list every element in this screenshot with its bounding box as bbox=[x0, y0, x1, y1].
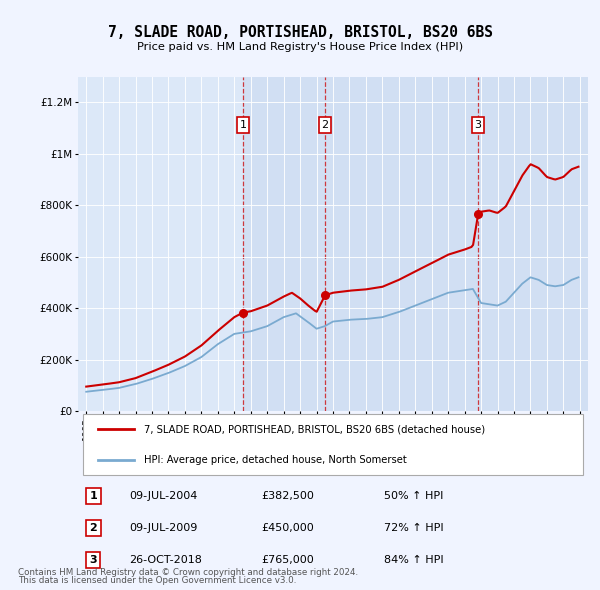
Text: 72% ↑ HPI: 72% ↑ HPI bbox=[384, 523, 443, 533]
Text: 50% ↑ HPI: 50% ↑ HPI bbox=[384, 491, 443, 501]
Text: 2: 2 bbox=[322, 120, 329, 130]
Text: 7, SLADE ROAD, PORTISHEAD, BRISTOL, BS20 6BS (detached house): 7, SLADE ROAD, PORTISHEAD, BRISTOL, BS20… bbox=[145, 424, 485, 434]
Text: 09-JUL-2004: 09-JUL-2004 bbox=[129, 491, 197, 501]
Text: 3: 3 bbox=[475, 120, 482, 130]
Text: Contains HM Land Registry data © Crown copyright and database right 2024.: Contains HM Land Registry data © Crown c… bbox=[18, 568, 358, 577]
Text: 84% ↑ HPI: 84% ↑ HPI bbox=[384, 555, 443, 565]
Text: 1: 1 bbox=[89, 491, 97, 501]
Text: 7, SLADE ROAD, PORTISHEAD, BRISTOL, BS20 6BS: 7, SLADE ROAD, PORTISHEAD, BRISTOL, BS20… bbox=[107, 25, 493, 40]
Text: This data is licensed under the Open Government Licence v3.0.: This data is licensed under the Open Gov… bbox=[18, 576, 296, 585]
Text: £382,500: £382,500 bbox=[262, 491, 314, 501]
Text: 26-OCT-2018: 26-OCT-2018 bbox=[129, 555, 202, 565]
Text: £765,000: £765,000 bbox=[262, 555, 314, 565]
Bar bbox=[478, 77, 588, 411]
Text: 09-JUL-2009: 09-JUL-2009 bbox=[129, 523, 197, 533]
FancyBboxPatch shape bbox=[83, 414, 583, 474]
Text: 1: 1 bbox=[239, 120, 247, 130]
Text: Price paid vs. HM Land Registry's House Price Index (HPI): Price paid vs. HM Land Registry's House … bbox=[137, 42, 463, 53]
Text: HPI: Average price, detached house, North Somerset: HPI: Average price, detached house, Nort… bbox=[145, 455, 407, 465]
Bar bbox=[243, 77, 325, 411]
Text: 2: 2 bbox=[89, 523, 97, 533]
Text: £450,000: £450,000 bbox=[262, 523, 314, 533]
Bar bbox=[325, 77, 478, 411]
Text: 3: 3 bbox=[89, 555, 97, 565]
